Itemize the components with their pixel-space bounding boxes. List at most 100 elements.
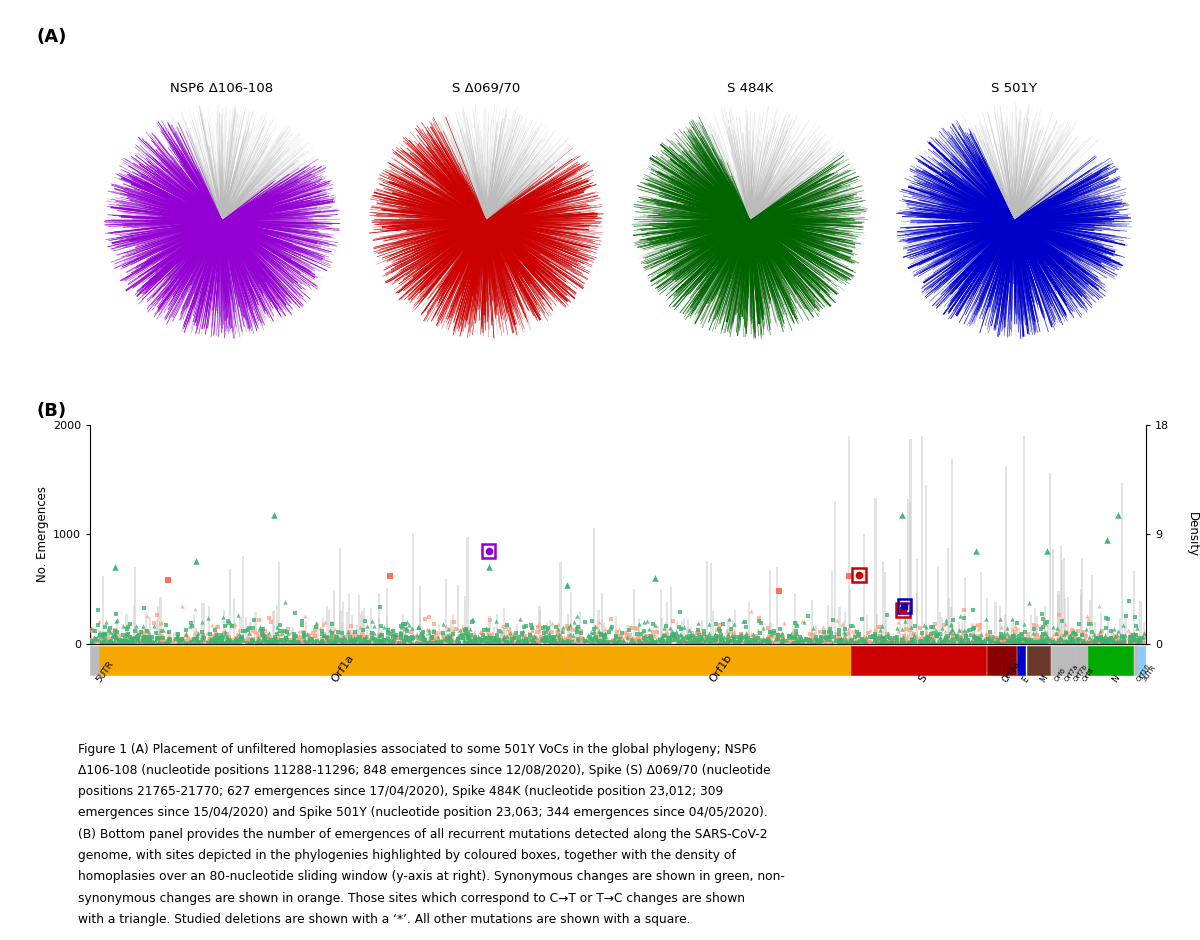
- Point: [787, 634, 806, 650]
- Point: [584, 632, 604, 647]
- Point: [1108, 634, 1127, 649]
- Point: [845, 635, 864, 650]
- Point: [655, 626, 674, 641]
- Point: [877, 626, 896, 641]
- Point: [449, 632, 468, 647]
- Point: [95, 635, 114, 650]
- Point: [838, 634, 857, 650]
- Point: [209, 631, 228, 646]
- Point: [791, 635, 810, 650]
- Point: [499, 635, 518, 650]
- Point: [1098, 612, 1117, 627]
- Bar: [1064, 598, 1067, 644]
- Point: [704, 634, 724, 650]
- Point: [854, 634, 874, 649]
- Point: [560, 634, 580, 650]
- Point: [594, 627, 613, 642]
- Point: [212, 634, 232, 650]
- Point: [689, 635, 708, 650]
- Point: [1108, 623, 1127, 638]
- Point: [810, 634, 829, 649]
- Point: [881, 633, 900, 648]
- Point: [374, 636, 394, 651]
- Point: [400, 618, 419, 633]
- Point: [265, 633, 284, 648]
- Point: [449, 632, 468, 647]
- Point: [1022, 632, 1042, 647]
- Point: [178, 636, 197, 651]
- Bar: [127, 641, 130, 644]
- Point: [878, 634, 898, 650]
- Bar: [1133, 633, 1134, 644]
- Point: [1026, 634, 1045, 650]
- Point: [679, 623, 698, 638]
- Point: [953, 636, 972, 651]
- Point: [872, 619, 892, 634]
- Point: [157, 635, 176, 650]
- Point: [293, 618, 312, 633]
- Point: [152, 630, 172, 645]
- Point: [157, 634, 176, 650]
- Point: [643, 634, 662, 650]
- Bar: [370, 608, 372, 644]
- Point: [212, 628, 232, 643]
- Point: [168, 630, 187, 645]
- Bar: [565, 647, 851, 675]
- Point: [110, 633, 130, 648]
- Point: [1036, 626, 1055, 641]
- Point: [211, 628, 230, 643]
- Point: [768, 628, 787, 643]
- Point: [727, 636, 746, 651]
- Point: [214, 629, 233, 644]
- Point: [325, 633, 344, 648]
- Point: [1020, 595, 1039, 610]
- Point: [139, 635, 158, 650]
- Point: [150, 634, 169, 649]
- Point: [560, 634, 580, 649]
- Point: [941, 634, 960, 650]
- Point: [571, 635, 590, 650]
- Point: [180, 619, 199, 634]
- Point: [812, 633, 832, 648]
- Point: [743, 636, 762, 651]
- Point: [732, 626, 751, 641]
- Point: [312, 634, 331, 650]
- Point: [616, 629, 635, 644]
- Point: [410, 632, 430, 647]
- Point: [721, 635, 740, 650]
- Point: [991, 635, 1010, 650]
- Point: [1051, 633, 1070, 648]
- Point: [547, 636, 566, 651]
- Point: [571, 626, 590, 641]
- Bar: [250, 622, 252, 644]
- Point: [1000, 629, 1019, 644]
- Point: [594, 633, 613, 648]
- Point: [584, 635, 604, 650]
- Point: [140, 634, 160, 649]
- Point: [370, 627, 389, 642]
- Point: [785, 630, 804, 645]
- Point: [100, 633, 119, 648]
- Point: [599, 634, 618, 650]
- Bar: [724, 640, 726, 644]
- Point: [806, 634, 826, 649]
- Point: [605, 636, 624, 651]
- Point: [954, 635, 973, 650]
- Point: [917, 619, 936, 634]
- Point: [944, 631, 964, 646]
- Point: [1074, 624, 1093, 639]
- Point: [815, 634, 834, 649]
- Point: [82, 622, 101, 637]
- Point: [984, 629, 1003, 644]
- Point: [418, 635, 437, 650]
- Point: [200, 632, 220, 647]
- Point: [430, 633, 449, 648]
- Point: [292, 614, 311, 629]
- Bar: [539, 611, 541, 644]
- Point: [268, 619, 287, 634]
- Point: [713, 631, 732, 646]
- Point: [618, 635, 637, 650]
- Point: [841, 619, 860, 634]
- Point: [556, 632, 575, 647]
- Point: [336, 631, 355, 646]
